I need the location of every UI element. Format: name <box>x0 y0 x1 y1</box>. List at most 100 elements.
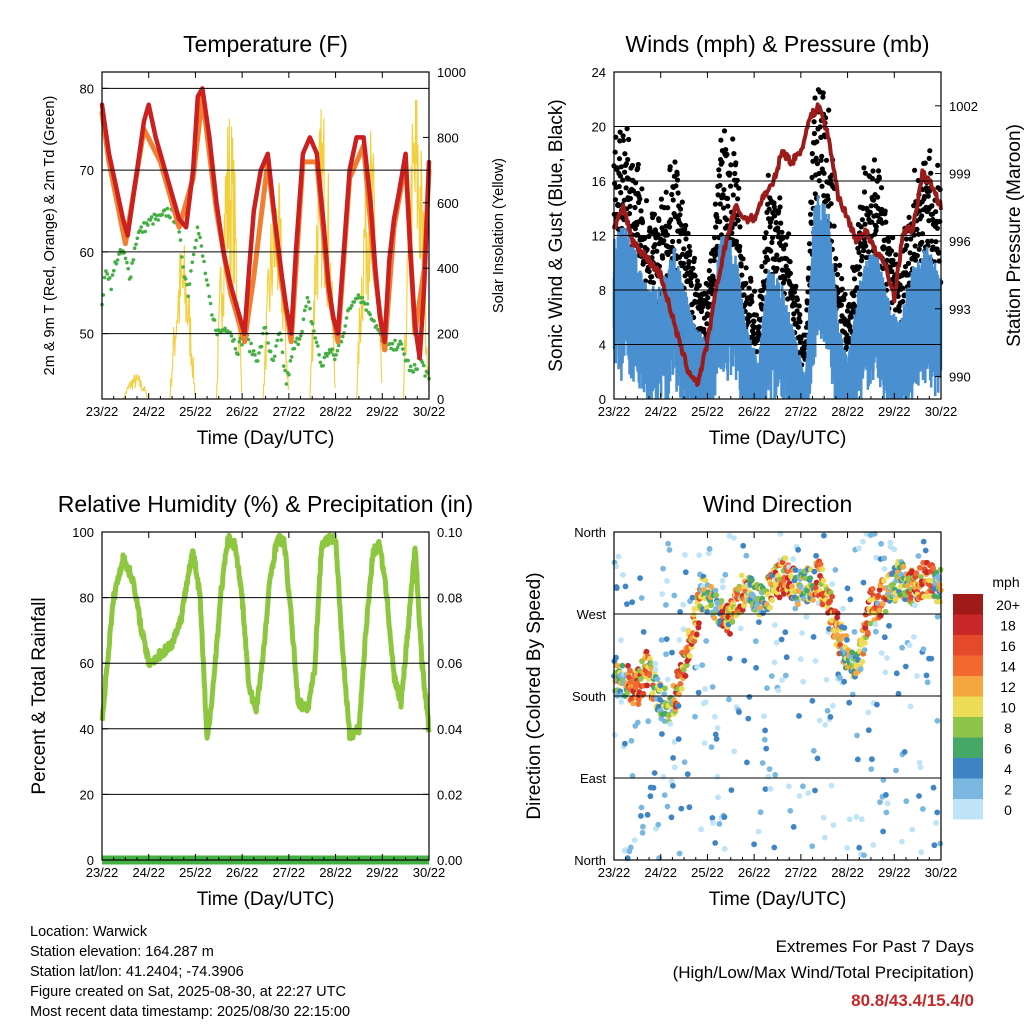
gust-point <box>925 238 931 244</box>
dewpoint-point <box>401 347 405 351</box>
dewpoint-point <box>189 269 193 273</box>
wind-direction-point <box>638 813 644 819</box>
wind-direction-point <box>671 764 678 771</box>
wind-direction-point <box>635 701 642 707</box>
dewpoint-point <box>300 329 304 334</box>
dewpoint-point <box>191 252 196 257</box>
wind-direction-point <box>628 737 635 744</box>
gust-point <box>777 195 783 201</box>
gust-point <box>762 235 768 241</box>
x-tick-label: 28/22 <box>319 865 352 880</box>
x-tick-label: 25/22 <box>179 404 212 419</box>
gust-point <box>664 232 671 238</box>
wind-direction-point <box>619 662 626 669</box>
wind-direction-point <box>880 777 887 783</box>
dewpoint-point <box>274 344 278 348</box>
gust-point <box>769 239 775 246</box>
gust-point <box>783 263 789 269</box>
dewpoint-point <box>199 244 204 248</box>
wind-direction-point <box>677 681 684 687</box>
gust-point <box>721 128 728 134</box>
gust-point <box>720 192 726 198</box>
x-tick-label: 28/22 <box>319 404 352 419</box>
wind-direction-point <box>813 552 819 559</box>
wind-direction-point <box>635 696 642 703</box>
gust-point <box>620 177 626 183</box>
wind-direction-point <box>773 581 779 588</box>
wind-direction-point <box>664 803 671 810</box>
gust-point <box>724 217 730 223</box>
y-right-tick-label: 600 <box>437 196 459 211</box>
wind-direction-point <box>861 647 868 653</box>
dewpoint-point <box>272 354 277 359</box>
gust-point <box>763 268 769 274</box>
gust-point <box>733 160 739 166</box>
dewpoint-point <box>259 344 264 349</box>
wind-direction-point <box>803 614 810 620</box>
wind-direction-point <box>787 807 794 814</box>
dewpoint-point <box>156 218 160 222</box>
gust-point <box>863 243 869 249</box>
dewpoint-point <box>275 338 280 343</box>
wind-direction-point <box>689 594 696 601</box>
latlon-text: Station lat/lon: 41.2404; -74.3906 <box>30 964 244 980</box>
dewpoint-point <box>288 359 293 363</box>
wind-direction-point <box>881 634 888 641</box>
gust-point <box>899 285 906 291</box>
gust-point <box>677 206 684 212</box>
gust-point <box>625 156 631 163</box>
x-tick-label: 30/22 <box>413 865 446 880</box>
gust-point <box>759 263 765 270</box>
y-right-tick-label: 200 <box>437 327 459 342</box>
wind-direction-point <box>682 551 688 558</box>
gust-point <box>858 224 864 230</box>
plot-frame <box>101 531 430 861</box>
wind-direction-point <box>918 849 925 856</box>
wind-direction-point <box>639 829 646 836</box>
dewpoint-point <box>142 221 146 225</box>
y-right-tick-label: 0.08 <box>437 591 462 606</box>
wind-direction-point <box>665 540 671 547</box>
dewpoint-point <box>423 374 427 378</box>
gust-point <box>673 183 679 189</box>
wind-direction-point <box>878 650 885 656</box>
gust-point <box>906 214 912 220</box>
gust-point <box>717 201 723 207</box>
dewpoint-point <box>165 206 170 211</box>
dewpoint-point <box>308 306 312 311</box>
gust-point <box>857 271 863 277</box>
dewpoint-point <box>344 316 349 320</box>
gust-point <box>851 293 857 299</box>
gust-point <box>794 297 801 303</box>
wind-direction-point <box>816 717 823 724</box>
dewpoint-point <box>296 342 301 347</box>
gust-point <box>839 286 845 292</box>
wind-direction-point <box>755 828 762 835</box>
wind-direction-point <box>799 630 805 636</box>
y-tick-label: 12 <box>592 229 606 244</box>
gust-point <box>693 299 699 305</box>
wind-direction-point <box>726 696 732 703</box>
gust-point <box>639 220 646 226</box>
wind-direction-point <box>907 594 914 600</box>
x-tick-label: 27/22 <box>273 865 306 880</box>
y-axis-label: Sonic Wind & Gust (Blue, Black) <box>546 99 567 371</box>
wind-direction-point <box>637 575 643 581</box>
wind-direction-point <box>847 596 854 603</box>
wind-direction-point <box>820 577 827 584</box>
gust-point <box>614 165 620 171</box>
wind-direction-point <box>699 662 706 668</box>
dewpoint-point <box>388 342 392 346</box>
gust-point <box>658 196 665 202</box>
legend-swatch <box>953 717 983 738</box>
dewpoint-point <box>251 349 256 353</box>
gust-point <box>674 171 680 177</box>
wind-direction-point <box>644 811 651 818</box>
gust-point <box>616 203 622 209</box>
dewpoint-point <box>415 367 420 372</box>
gust-point <box>882 208 888 214</box>
gust-point <box>807 211 814 217</box>
gust-point <box>812 95 818 101</box>
dewpoint-point <box>411 370 416 374</box>
wind-direction-point <box>901 749 908 755</box>
